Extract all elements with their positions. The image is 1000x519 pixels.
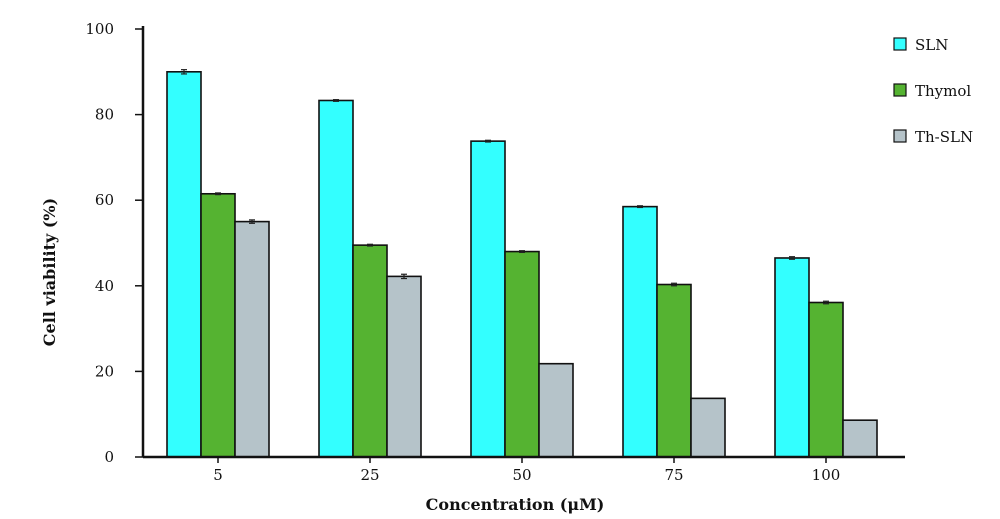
- bar-thymol-50: [504, 250, 540, 458]
- bar-sln-75: [622, 205, 658, 458]
- bar-sln-5: [166, 71, 202, 458]
- error-bar-sln-50: [485, 139, 491, 143]
- y-tick-label: 100: [85, 20, 114, 38]
- bar-th-sln-50: [538, 362, 574, 458]
- y-tick-label: 40: [95, 277, 114, 295]
- y-tick-label: 20: [95, 362, 114, 380]
- x-tick-label: 100: [812, 466, 841, 484]
- bar-sln-50: [470, 140, 506, 458]
- x-tick-label: 5: [213, 466, 223, 484]
- y-tick-label: 0: [104, 448, 114, 466]
- bar-sln-25: [318, 99, 354, 458]
- error-bar-thymol-75: [671, 282, 677, 287]
- error-bars: [181, 69, 829, 305]
- legend-label: Thymol: [915, 82, 971, 100]
- y-axis-title: Cell viability (%): [40, 198, 59, 346]
- error-bar-sln-5: [181, 69, 187, 75]
- x-tick-label: 25: [360, 466, 379, 484]
- error-bar-th-sln-25: [401, 273, 407, 280]
- legend-swatch: [893, 129, 907, 143]
- error-bar-thymol-5: [215, 192, 221, 196]
- x-tick-label: 75: [664, 466, 683, 484]
- bar-thymol-75: [656, 283, 692, 458]
- legend-swatch: [893, 37, 907, 51]
- error-bar-sln-75: [637, 205, 643, 209]
- y-tick-label: 60: [95, 191, 114, 209]
- y-axis-ticks: 0 20 40 60 80 100: [85, 20, 143, 466]
- bar-th-sln-25: [386, 275, 422, 458]
- error-bar-thymol-50: [519, 250, 525, 254]
- bar-thymol-25: [352, 244, 388, 458]
- bar-th-sln-100: [842, 419, 878, 458]
- error-bar-sln-100: [789, 256, 795, 260]
- legend-item-th-sln: Th-SLN: [893, 128, 973, 146]
- x-tick-label: 50: [512, 466, 531, 484]
- legend-item-sln: SLN: [893, 36, 948, 54]
- bar-thymol-100: [808, 301, 844, 458]
- error-bar-thymol-100: [823, 300, 829, 305]
- bar-th-sln-75: [690, 397, 726, 458]
- x-axis-ticks: 5 25 50 75 100: [213, 457, 840, 484]
- error-bar-th-sln-5: [249, 219, 255, 224]
- bar-thymol-5: [200, 192, 236, 458]
- bars: [166, 71, 878, 458]
- legend-label: SLN: [915, 36, 948, 54]
- error-bar-thymol-25: [367, 243, 373, 247]
- bar-sln-100: [774, 257, 810, 458]
- legend-swatch: [893, 83, 907, 97]
- error-bar-sln-25: [333, 99, 339, 102]
- legend: SLN Thymol Th-SLN: [893, 36, 973, 146]
- legend-label: Th-SLN: [915, 128, 973, 146]
- x-axis-title: Concentration (μM): [426, 495, 605, 514]
- legend-item-thymol: Thymol: [893, 82, 971, 100]
- bar-th-sln-5: [234, 220, 270, 458]
- y-tick-label: 80: [95, 106, 114, 124]
